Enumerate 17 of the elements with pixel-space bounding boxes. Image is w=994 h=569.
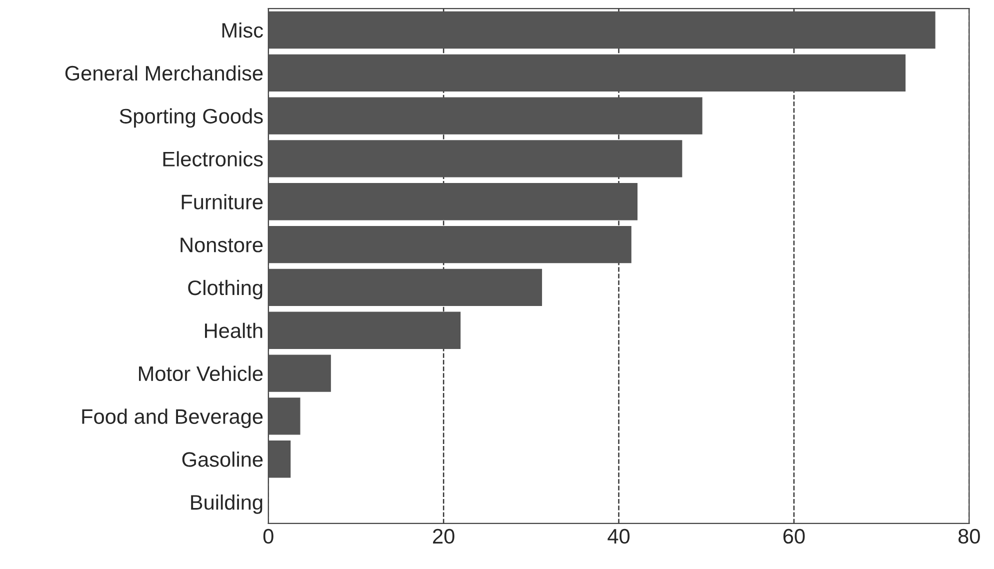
x-tick-label: 0 [263, 528, 274, 544]
y-tick-label: General Merchandise [65, 65, 263, 81]
y-tick-label: Food and Beverage [82, 408, 263, 428]
x-tick-label: 20 [433, 528, 454, 544]
y-tick-label: Clothing [188, 280, 262, 300]
x-tick-label: 80 [958, 528, 980, 544]
y-tick-label: Gasoline [182, 452, 263, 467]
x-tick-label: 60 [783, 528, 805, 544]
y-tick-label: Furniture [182, 194, 263, 210]
y-tick-label: Sporting Goods [120, 108, 263, 128]
y-tick-label: Electronics [163, 151, 263, 166]
y-tick-label: Misc [222, 22, 263, 38]
x-tick-label: 40 [608, 528, 630, 544]
y-tick-label: Health [205, 322, 262, 338]
y-tick-label: Building [191, 494, 262, 514]
y-tick-label: Motor Vehicle [139, 366, 263, 382]
y-tick-label: Nonstore [180, 238, 263, 252]
